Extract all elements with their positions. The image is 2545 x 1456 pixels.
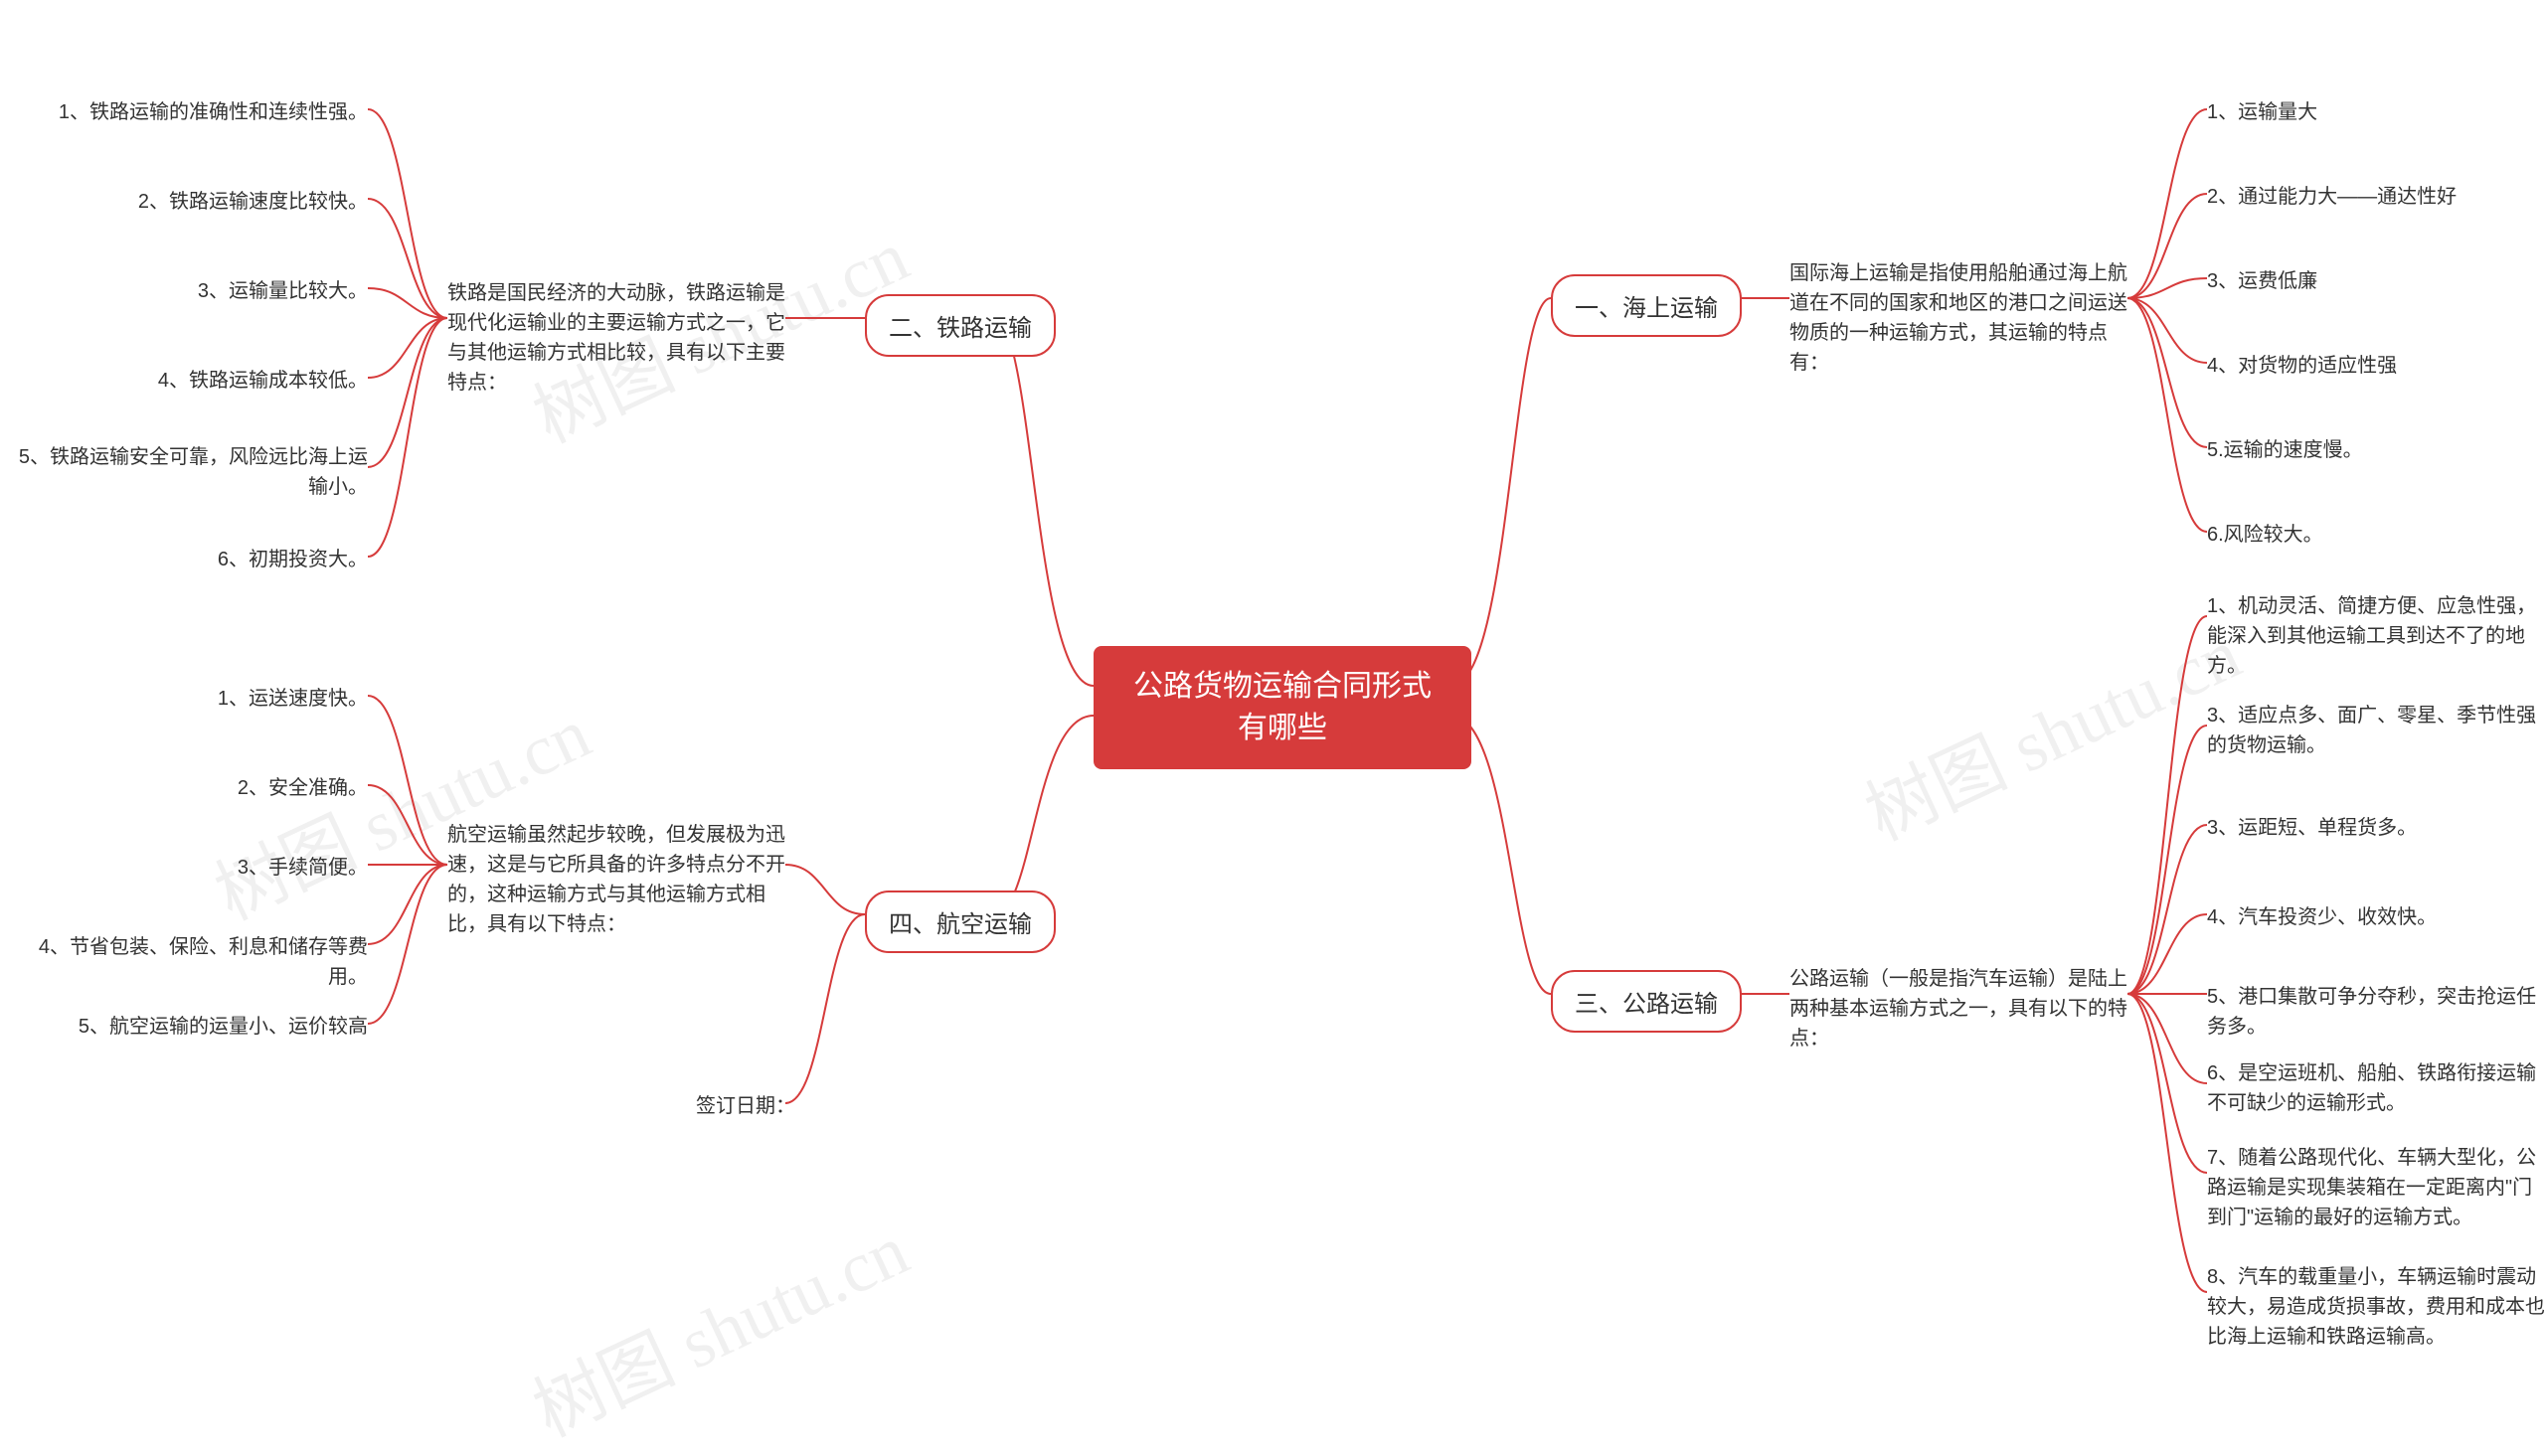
leaf-road-4: 4、汽车投资少、收效快。 [2207,902,2437,932]
leaf-air-1: 1、运送速度快。 [218,684,368,714]
watermark: 树图 shutu.cn [1846,596,2255,861]
leaf-road-2: 3、适应点多、面广、零星、季节性强的货物运输。 [2207,701,2545,760]
leaf-rail-5: 5、铁路运输安全可靠，风险远比海上运输小。 [10,442,368,502]
leaf-sea-6: 6.风险较大。 [2207,520,2323,550]
leaf-rail-3: 3、运输量比较大。 [198,276,368,306]
root-node[interactable]: 公路货物运输合同形式有哪些 [1094,646,1471,769]
watermark: 树图 shutu.cn [514,1193,923,1456]
branch-road[interactable]: 三、公路运输 [1551,970,1742,1033]
leaf-rail-1: 1、铁路运输的准确性和连续性强。 [59,97,368,127]
leaf-road-3: 3、运距短、单程货多。 [2207,813,2417,843]
leaf-road-5: 5、港口集散可争分夺秒，突击抢运任务多。 [2207,982,2545,1042]
leaf-sea-1: 1、运输量大 [2207,97,2317,127]
branch-rail[interactable]: 二、铁路运输 [865,294,1056,357]
branch-air[interactable]: 四、航空运输 [865,890,1056,953]
branch-sea[interactable]: 一、海上运输 [1551,274,1742,337]
leaf-sea-3: 3、运费低廉 [2207,266,2317,296]
leaf-road-8: 8、汽车的载重量小，车辆运输时震动较大，易造成货损事故，费用和成本也比海上运输和… [2207,1262,2545,1352]
leaf-rail-4: 4、铁路运输成本较低。 [158,366,368,396]
leaf-air-2: 2、安全准确。 [238,773,368,803]
leaf-sea-5: 5.运输的速度慢。 [2207,435,2363,465]
leaf-road-6: 6、是空运班机、船舶、铁路衔接运输不可缺少的运输形式。 [2207,1058,2545,1118]
desc-rail: 铁路是国民经济的大动脉，铁路运输是现代化运输业的主要运输方式之一，它与其他运输方… [447,278,785,398]
leaf-air-3: 3、手续简便。 [238,853,368,883]
leaf-rail-2: 2、铁路运输速度比较快。 [138,187,368,217]
leaf-sea-2: 2、通过能力大——通达性好 [2207,182,2457,212]
leaf-sea-4: 4、对货物的适应性强 [2207,351,2397,381]
desc-air: 航空运输虽然起步较晚，但发展极为迅速，这是与它所具备的许多特点分不开的，这种运输… [447,820,785,939]
leaf-road-7: 7、随着公路现代化、车辆大型化，公路运输是实现集装箱在一定距离内"门到门"运输的… [2207,1143,2545,1232]
leaf-road-1: 1、机动灵活、简捷方便、应急性强，能深入到其他运输工具到达不了的地方。 [2207,591,2545,681]
leaf-air-5: 5、航空运输的运量小、运价较高 [79,1012,368,1042]
leaf-rail-6: 6、初期投资大。 [218,545,368,574]
desc-road: 公路运输（一般是指汽车运输）是陆上两种基本运输方式之一，具有以下的特点： [1789,964,2127,1053]
leaf-air-4: 4、节省包装、保险、利息和储存等费用。 [10,932,368,992]
air-extra: 签订日期： [696,1091,795,1121]
desc-sea: 国际海上运输是指使用船舶通过海上航道在不同的国家和地区的港口之间运送物质的一种运… [1789,258,2127,378]
